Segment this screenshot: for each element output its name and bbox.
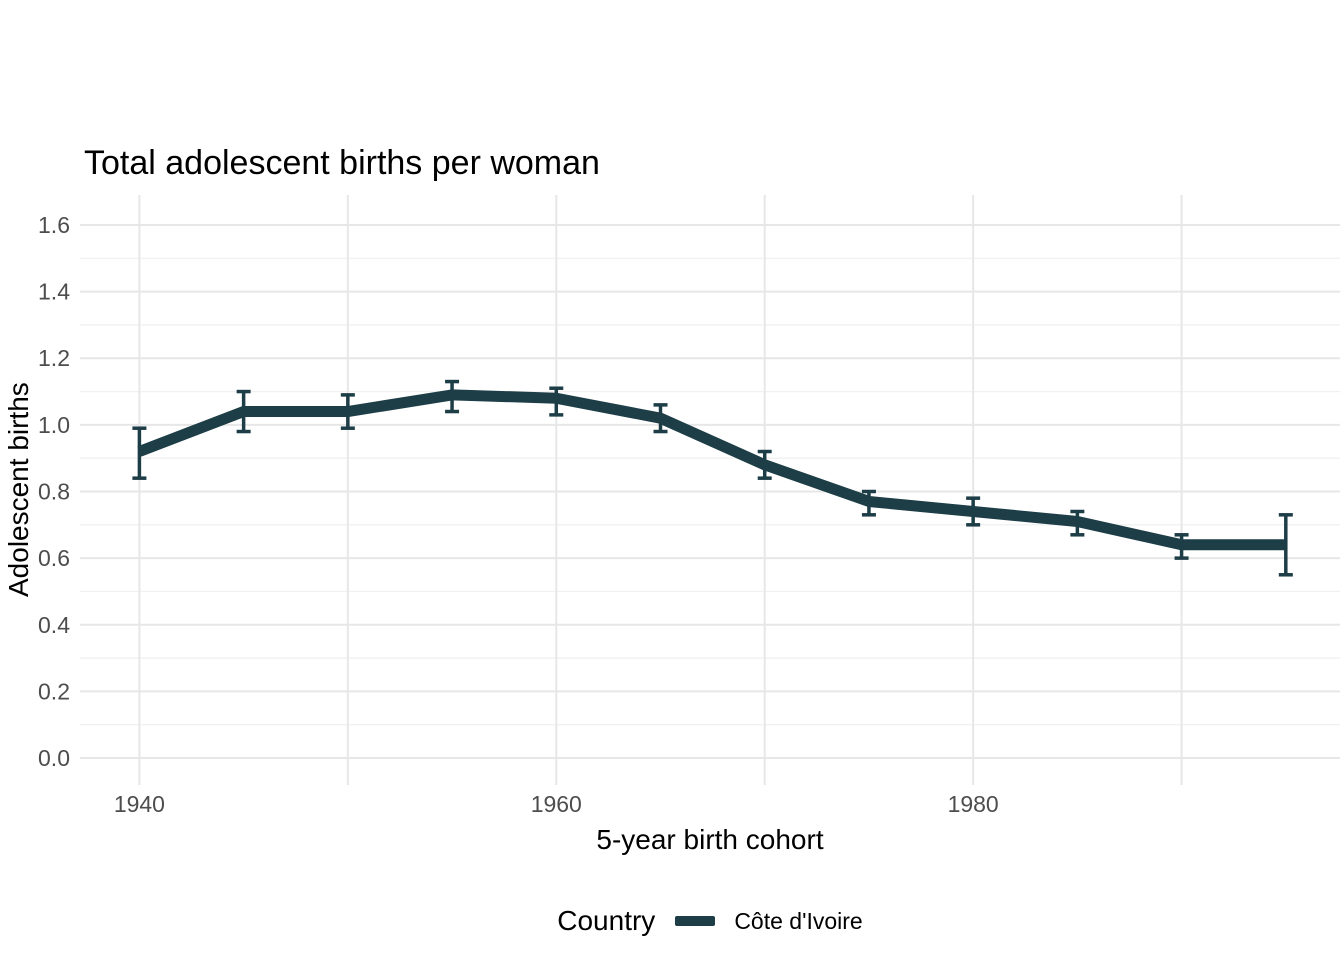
y-tick-label-0.0: 0.0 bbox=[38, 745, 70, 771]
y-tick-label-0.8: 0.8 bbox=[38, 478, 70, 504]
x-tick-label-1940: 1940 bbox=[114, 791, 165, 817]
series-line bbox=[137, 389, 1286, 551]
legend-line-swatch bbox=[675, 916, 716, 926]
y-axis-title: Adolescent births bbox=[3, 382, 34, 598]
x-tick-label-1980: 1980 bbox=[948, 791, 999, 817]
x-grid-major bbox=[138, 195, 1183, 785]
legend-entry-label: Côte d'Ivoire bbox=[734, 907, 863, 934]
y-tick-label-0.2: 0.2 bbox=[38, 678, 70, 704]
legend: Country Côte d'Ivoire bbox=[80, 903, 1340, 939]
chart-title: Total adolescent births per woman bbox=[84, 144, 600, 182]
y-grid-minor bbox=[80, 257, 1340, 726]
y-tick-label-1.6: 1.6 bbox=[38, 212, 70, 238]
y-tick-label-1.4: 1.4 bbox=[38, 279, 70, 305]
line-series-0 bbox=[137, 389, 1286, 551]
y-grid-major bbox=[80, 223, 1340, 760]
y-tick-labels: 0.0 0.2 0.4 0.6 0.8 1.0 1.2 1.4 1.6 bbox=[38, 212, 70, 771]
y-tick-label-1.2: 1.2 bbox=[38, 345, 70, 371]
legend-title: Country bbox=[557, 905, 656, 936]
y-tick-label-1.0: 1.0 bbox=[38, 412, 70, 438]
y-tick-label-0.4: 0.4 bbox=[38, 612, 70, 638]
x-tick-labels: 1940 1960 1980 bbox=[114, 791, 999, 817]
x-tick-label-1960: 1960 bbox=[531, 791, 582, 817]
y-tick-label-0.6: 0.6 bbox=[38, 545, 70, 571]
x-axis-title: 5-year birth cohort bbox=[596, 824, 824, 855]
